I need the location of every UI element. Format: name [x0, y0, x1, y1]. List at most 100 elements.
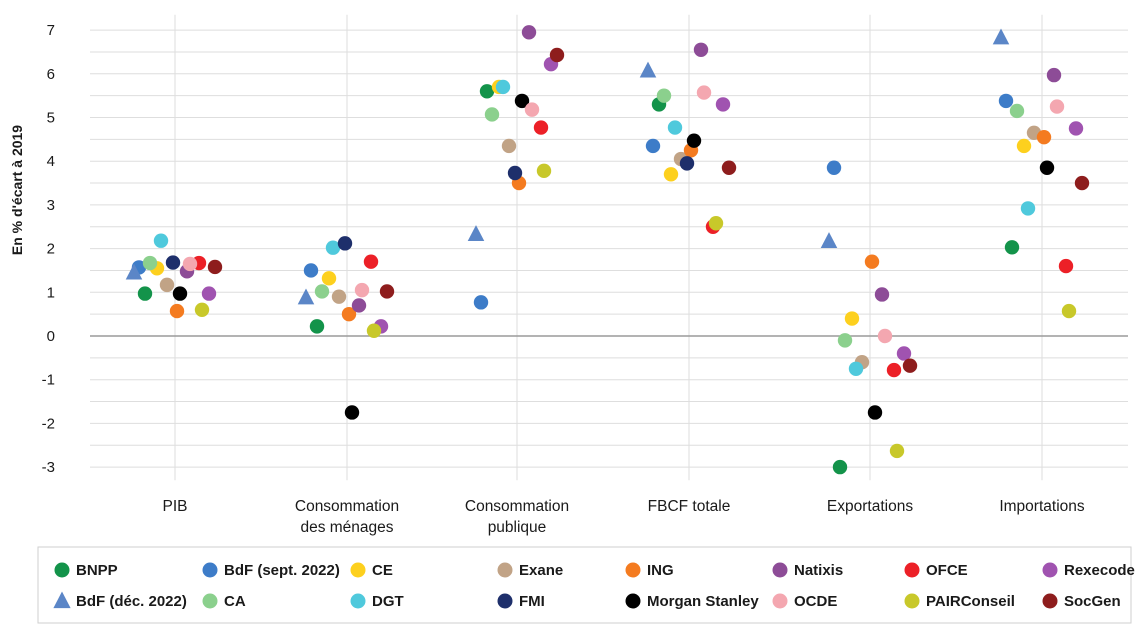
legend-item: PAIRConseil [904, 593, 1015, 610]
x-category-label: FBCF totale [648, 498, 731, 515]
data-point [159, 277, 175, 293]
legend-label: BNPP [76, 562, 118, 579]
legend-marker [772, 593, 788, 609]
legend-marker [350, 562, 366, 578]
data-point [325, 240, 341, 255]
axis-layer: -3 -2 -1 0 1 2 3 4 5 6 7 PIB Consommation des ménages… [42, 22, 1128, 536]
data-point [896, 346, 912, 361]
data-point [874, 287, 890, 302]
data-point [844, 311, 860, 326]
legend-item: CA [202, 593, 246, 610]
data-point [1046, 67, 1062, 83]
data-point [1009, 103, 1025, 119]
data-point [536, 163, 552, 179]
legend-marker [202, 562, 218, 578]
data-point [473, 295, 489, 310]
data-point [832, 459, 848, 475]
data-point [1068, 121, 1084, 136]
y-axis-title: En % d'écart à 2019 [9, 125, 25, 255]
legend-border [37, 546, 1132, 624]
data-point [484, 107, 500, 122]
y-tick-label: 1 [47, 284, 55, 301]
legend-label: Natixis [794, 562, 843, 579]
data-point [331, 289, 347, 304]
data-point [194, 302, 210, 317]
data-point [309, 319, 325, 334]
data-point [495, 79, 511, 95]
data-point [1061, 303, 1077, 319]
data-point [867, 405, 883, 420]
data-point [902, 358, 918, 373]
point-layer [125, 25, 1090, 475]
data-point [848, 361, 864, 376]
x-category-label: Consommation [295, 498, 399, 515]
data-point [696, 85, 712, 100]
data-point [351, 298, 367, 313]
y-tick-label: 0 [47, 328, 55, 345]
legend-label: SocGen [1064, 593, 1121, 610]
legend-marker [497, 562, 513, 578]
data-point [501, 138, 517, 154]
legend-item: BNPP [54, 562, 118, 579]
data-point [137, 286, 153, 301]
data-point [341, 306, 357, 322]
legend-label: Exane [519, 562, 563, 579]
legend-label: CA [224, 593, 246, 610]
data-point [201, 286, 217, 301]
legend-marker [904, 593, 920, 609]
data-point [1049, 99, 1065, 114]
data-point [679, 156, 695, 171]
data-point [363, 254, 379, 269]
y-tick-label: -2 [42, 415, 55, 432]
data-point [142, 255, 158, 271]
legend-label: BdF (sept. 2022) [224, 562, 340, 579]
data-point [165, 255, 181, 270]
legend: BNPP BdF (sept. 2022) CE Exane ING Natixis OFC… [37, 546, 1135, 624]
legend-label: FMI [519, 593, 545, 610]
legend-marker [625, 593, 641, 609]
legend-marker [1042, 593, 1058, 609]
data-point [507, 165, 523, 181]
data-point [837, 333, 853, 348]
data-point [379, 284, 395, 299]
legend-label: BdF (déc. 2022) [76, 593, 187, 610]
legend-marker [497, 593, 513, 609]
data-point [344, 405, 360, 420]
legend-label: OFCE [926, 562, 968, 579]
legend-item: Natixis [772, 562, 843, 579]
y-tick-label: 6 [47, 66, 55, 83]
legend-marker [1042, 562, 1058, 578]
y-tick-label: 4 [47, 153, 55, 170]
legend-item: DGT [350, 593, 404, 610]
legend-item: OCDE [772, 593, 837, 610]
data-point [521, 25, 537, 40]
x-category-label: publique [488, 519, 547, 536]
x-category-label: des ménages [300, 519, 393, 536]
data-point [1020, 201, 1036, 216]
legend-item: BdF (sept. 2022) [202, 562, 340, 579]
legend-marker [350, 593, 366, 609]
data-point [693, 42, 709, 57]
data-point [533, 120, 549, 135]
legend-label: Morgan Stanley [647, 593, 759, 610]
data-point [820, 232, 838, 248]
data-point [172, 286, 188, 301]
data-point [207, 259, 223, 275]
legend-marker [772, 562, 788, 578]
legend-label: ING [647, 562, 674, 579]
y-tick-label: 2 [47, 241, 55, 258]
legend-item: Morgan Stanley [625, 593, 759, 610]
legend-marker [625, 562, 641, 578]
data-point [886, 362, 902, 378]
data-point [303, 263, 319, 278]
data-point [1058, 258, 1074, 274]
data-point [889, 443, 905, 459]
data-point [998, 93, 1014, 109]
data-point [467, 225, 485, 241]
data-point [321, 271, 337, 286]
legend-label: Rexecode [1064, 562, 1135, 579]
legend-label: PAIRConseil [926, 593, 1015, 610]
data-point [1074, 175, 1090, 191]
legend-marker [54, 562, 70, 578]
